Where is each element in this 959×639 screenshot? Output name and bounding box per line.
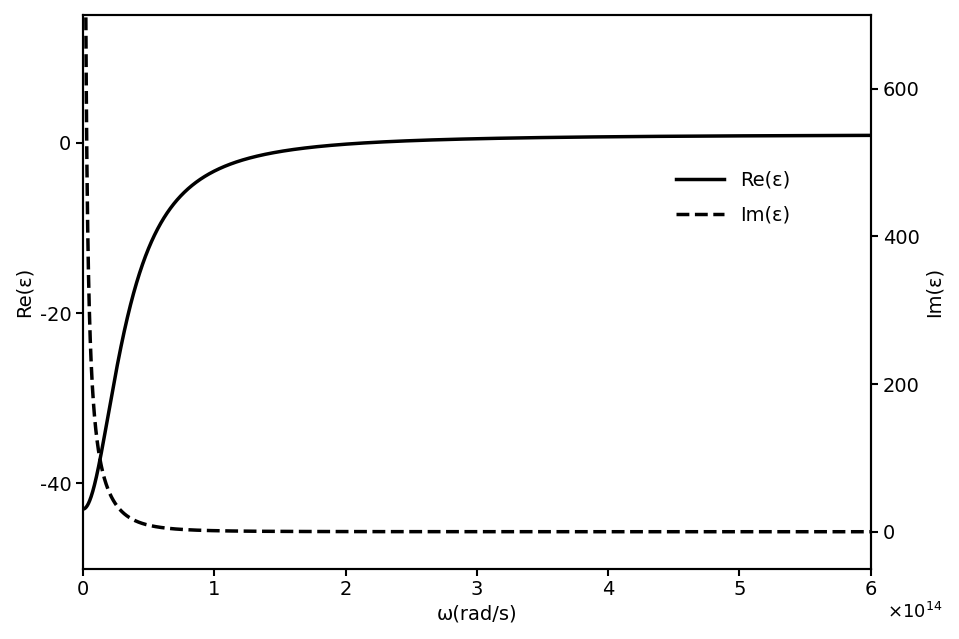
Im(ε) (550, 528, 561, 535)
Im(ε) (590, 528, 601, 535)
Re(ε) (378, 138, 389, 146)
Re(ε) (221, 162, 232, 169)
Im(ε) (725, 528, 737, 535)
Legend: Re(ε), Im(ε): Re(ε), Im(ε) (668, 163, 798, 232)
X-axis label: ω(rad/s): ω(rad/s) (436, 605, 517, 624)
Re(ε) (78, 505, 89, 513)
Im(ε) (221, 527, 232, 535)
Re(ε) (550, 134, 561, 141)
Im(ε) (666, 528, 677, 535)
Y-axis label: Im(ε): Im(ε) (925, 266, 944, 317)
Im(ε) (378, 528, 389, 535)
Line: Im(ε): Im(ε) (83, 0, 871, 532)
Text: $\times10^{14}$: $\times10^{14}$ (886, 602, 942, 622)
Re(ε) (725, 132, 737, 140)
Y-axis label: Re(ε): Re(ε) (15, 266, 34, 317)
Im(ε) (865, 528, 877, 535)
Re(ε) (865, 132, 877, 139)
Re(ε) (666, 132, 677, 140)
Line: Re(ε): Re(ε) (83, 135, 871, 509)
Re(ε) (590, 133, 601, 141)
